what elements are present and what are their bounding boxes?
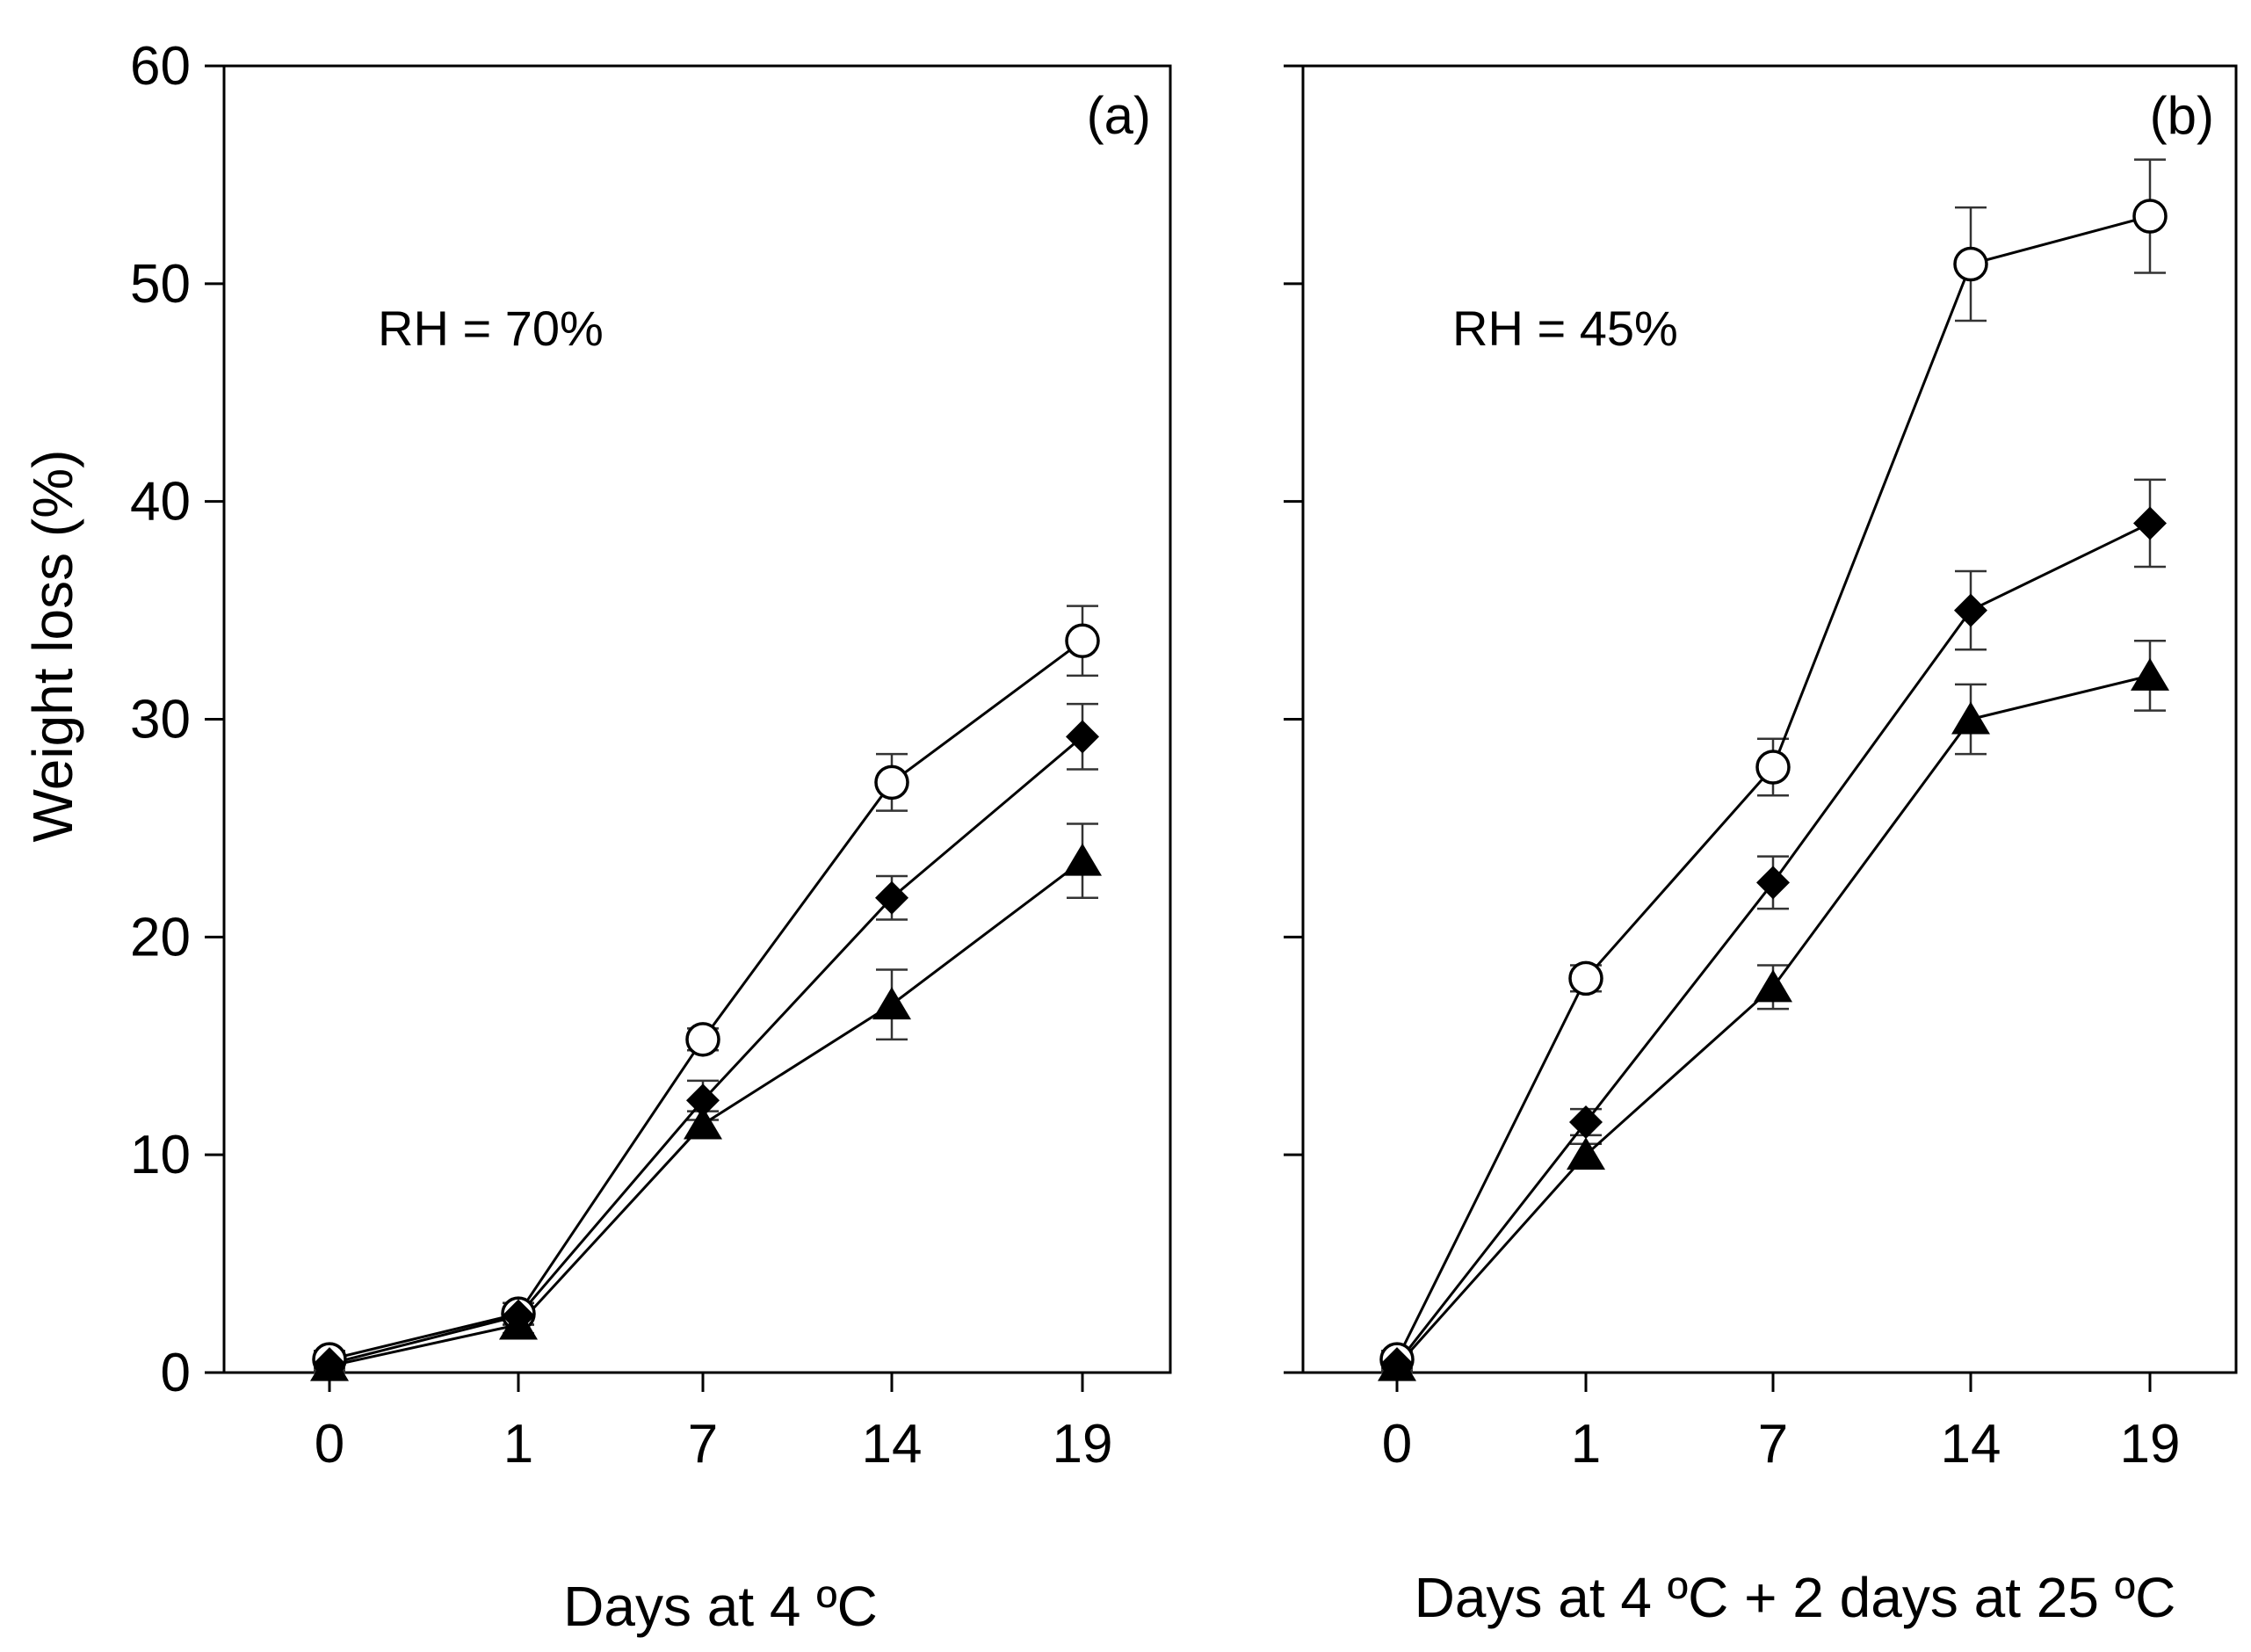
data-point-diamond <box>1954 593 1987 627</box>
panel-a-error-bars <box>314 605 1098 1374</box>
data-point-diamond <box>686 1083 720 1118</box>
x-tick-label: 0 <box>315 1414 344 1474</box>
panel-a-x-ticks: 0 1 7 14 19 <box>315 1373 1113 1474</box>
panel-b-tag: (b) <box>2150 86 2214 145</box>
panel-a-x-axis-title: Days at 4 ºC <box>563 1575 878 1638</box>
data-point-triangle <box>1951 701 1990 735</box>
panel-b-y-ticks <box>1284 64 1303 1374</box>
data-point-triangle <box>499 1307 538 1340</box>
data-point-diamond <box>1756 866 1790 900</box>
data-point-triangle <box>310 1348 349 1381</box>
data-point-circle <box>1065 623 1100 659</box>
x-tick-label: 14 <box>1941 1414 2001 1474</box>
panel-b-markers <box>1378 199 2169 1381</box>
panel-a-markers <box>310 623 1102 1381</box>
data-point-circle <box>1568 960 1603 996</box>
data-point-diamond <box>875 880 908 915</box>
data-point-triangle <box>1754 969 1792 1003</box>
y-tick-label: 50 <box>130 254 191 315</box>
x-tick-label: 0 <box>1382 1414 1412 1474</box>
panel-a-series-lines <box>329 640 1083 1368</box>
data-point-triangle <box>1567 1137 1605 1170</box>
data-point-triangle <box>1378 1348 1416 1381</box>
y-tick-label: 60 <box>130 36 191 97</box>
x-tick-label: 14 <box>862 1414 923 1474</box>
data-point-circle <box>2132 199 2168 234</box>
data-point-circle <box>1755 750 1791 785</box>
x-tick-label: 7 <box>688 1414 718 1474</box>
data-point-triangle <box>2131 657 2169 691</box>
x-tick-label: 1 <box>503 1414 533 1474</box>
panel-a: 0 10 20 30 40 50 60 0 1 7 14 19 (a) RH = 70% Weigh… <box>21 36 1172 1638</box>
panel-b: 0 1 7 14 19 (b) RH = 45% Days at 4 ºC + 2 da… <box>1284 64 2238 1629</box>
x-tick-label: 1 <box>1571 1414 1601 1474</box>
data-point-triangle <box>872 987 911 1020</box>
y-tick-label: 40 <box>130 472 191 533</box>
panel-a-rh-annotation: RH = 70% <box>378 301 604 356</box>
panel-b-x-axis-title: Days at 4 ºC + 2 days at 25 ºC <box>1415 1566 2176 1629</box>
y-tick-label: 0 <box>161 1343 191 1403</box>
data-point-circle <box>874 764 909 801</box>
panel-b-frame <box>1301 64 2238 1374</box>
y-tick-label: 20 <box>130 907 191 967</box>
panel-a-y-ticks: 0 10 20 30 40 50 60 <box>130 36 224 1403</box>
panel-a-frame <box>222 64 1172 1374</box>
data-point-diamond <box>1569 1105 1603 1139</box>
panel-a-tag: (a) <box>1087 86 1151 145</box>
x-tick-label: 19 <box>2120 1414 2181 1474</box>
data-point-circle <box>685 1022 720 1057</box>
x-tick-label: 7 <box>1758 1414 1788 1474</box>
series-line-circle-open <box>329 640 1083 1361</box>
data-point-triangle <box>684 1106 722 1140</box>
data-point-triangle <box>1063 843 1102 876</box>
y-tick-label: 10 <box>130 1125 191 1185</box>
x-tick-label: 19 <box>1053 1414 1113 1474</box>
panel-b-rh-annotation: RH = 45% <box>1452 301 1678 356</box>
data-point-diamond <box>2133 506 2167 540</box>
data-point-circle <box>1953 246 1988 282</box>
y-axis-title: Weight loss (%) <box>21 450 84 843</box>
y-tick-label: 30 <box>130 690 191 750</box>
data-point-diamond <box>1066 720 1099 754</box>
panel-b-x-ticks: 0 1 7 14 19 <box>1382 1373 2181 1474</box>
